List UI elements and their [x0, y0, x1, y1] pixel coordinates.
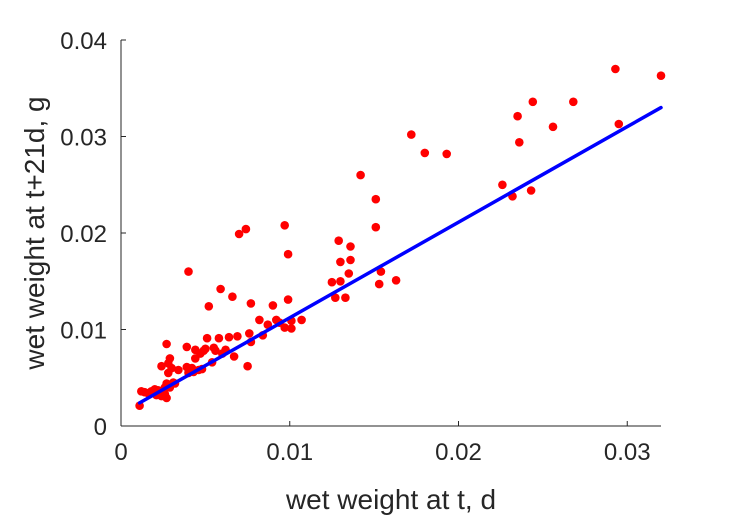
y-tick-label: 0: [94, 414, 107, 441]
data-point: [216, 284, 225, 294]
fit-line: [137, 105, 663, 405]
data-point: [442, 149, 452, 159]
data-point: [528, 97, 538, 107]
data-point: [234, 229, 244, 239]
data-point: [656, 71, 666, 80]
data-point: [376, 267, 386, 276]
data-point: [283, 249, 293, 259]
data-point: [526, 186, 536, 195]
data-point: [327, 277, 337, 287]
data-point: [374, 279, 384, 289]
data-point: [228, 292, 237, 302]
data-point: [245, 329, 254, 338]
data-point: [287, 324, 296, 333]
data-point: [280, 323, 290, 332]
x-tick-label: 0: [114, 439, 127, 466]
data-point: [211, 346, 220, 356]
data-point: [371, 222, 381, 232]
data-point: [297, 315, 306, 325]
data-point: [346, 255, 355, 265]
data-points: [135, 64, 666, 411]
y-tick-label: 0.03: [60, 125, 107, 152]
data-point: [498, 180, 507, 190]
data-point: [162, 393, 171, 403]
data-point: [229, 352, 239, 361]
data-point: [407, 130, 416, 139]
y-tick-label: 0.01: [60, 318, 107, 345]
y-tick-label: 0.02: [60, 221, 107, 248]
data-point: [167, 363, 176, 373]
data-point: [184, 267, 193, 276]
x-tick-label: 0.01: [266, 439, 313, 466]
data-point: [201, 344, 210, 354]
data-point: [344, 269, 354, 278]
data-point: [614, 119, 624, 129]
data-point: [341, 293, 350, 303]
data-point: [174, 365, 183, 375]
data-point: [334, 236, 344, 245]
data-point: [336, 257, 345, 267]
data-point: [346, 242, 355, 251]
data-point: [162, 339, 171, 349]
data-point: [157, 361, 166, 371]
data-point: [513, 111, 522, 121]
data-point: [246, 299, 256, 308]
x-tick-label: 0.03: [604, 439, 651, 466]
y-tick-label: 0.04: [60, 28, 107, 55]
data-point: [548, 122, 558, 132]
data-point: [336, 277, 345, 286]
data-point: [255, 315, 264, 325]
data-point: [241, 224, 251, 234]
data-point: [204, 302, 214, 311]
data-point: [214, 333, 224, 343]
data-point: [233, 332, 242, 341]
data-point: [202, 333, 212, 343]
data-point: [611, 64, 620, 74]
data-point: [243, 361, 252, 371]
data-point: [371, 194, 381, 204]
data-point: [356, 170, 365, 180]
ticks: 0 0.01 0.02 0.03 0 0.01 0.02 0.03 0.04: [60, 28, 650, 466]
fit-line-group: [137, 105, 663, 405]
y-axis-label: wet weight at t+21d, g: [19, 96, 50, 370]
data-point: [569, 97, 578, 107]
data-point: [263, 320, 273, 330]
data-point: [331, 293, 340, 303]
x-tick-label: 0.02: [435, 439, 482, 466]
data-point: [420, 148, 430, 158]
x-axis-label: wet weight at t, d: [285, 484, 496, 515]
data-point: [280, 221, 290, 230]
data-point: [224, 332, 234, 342]
data-point: [268, 301, 278, 310]
data-point: [391, 276, 401, 285]
data-point: [182, 342, 192, 352]
data-point: [165, 354, 175, 363]
data-point: [515, 138, 524, 147]
data-point: [283, 295, 293, 304]
